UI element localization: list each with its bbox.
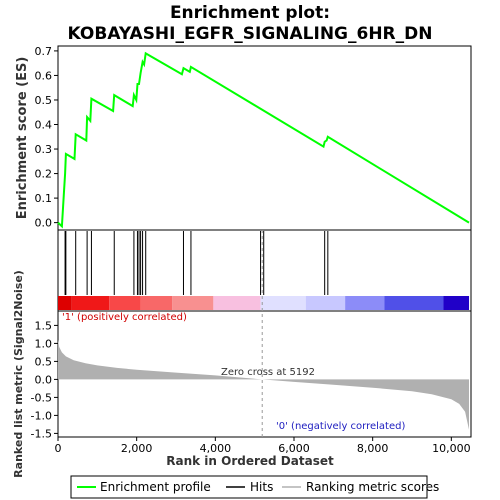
legend: Enrichment profile Hits Ranking metric s… [70, 475, 439, 499]
metric-y-tick-label: -0.5 [31, 391, 52, 404]
x-tick-label: 0 [55, 442, 62, 455]
hit-lines [64, 231, 329, 295]
metric-y-tick-label: 1.0 [35, 337, 53, 350]
es-y-tick-label: 0.2 [35, 168, 53, 181]
zero-cross-label: Zero cross at 5192 [221, 367, 315, 378]
x-axis-ticks: 0 2,000 4,000 6,000 8,000 10,000 [55, 437, 471, 455]
metric-y-tick-label: 0.0 [35, 373, 53, 386]
heat-segment [345, 296, 385, 310]
legend-label-metric: Ranking metric scores [306, 480, 439, 494]
es-panel: 0.0 0.1 0.2 0.3 0.4 0.5 0.6 0.7 Enrichment scor… [15, 45, 472, 231]
negative-correlation-label: '0' (negatively correlated) [276, 421, 405, 432]
es-y-tick-label: 0.4 [35, 119, 53, 132]
legend-label-enrichment: Enrichment profile [100, 480, 211, 494]
heat-segment [384, 296, 444, 310]
x-tick-label: 2,000 [121, 442, 153, 455]
heat-segment [71, 296, 110, 310]
metric-y-tick-label: -1.5 [31, 427, 52, 440]
heat-segment [109, 296, 141, 310]
x-tick-label: 6,000 [278, 442, 310, 455]
metric-y-tick-label: -1.0 [31, 409, 52, 422]
es-y-tick-label: 0.0 [35, 217, 53, 230]
x-tick-label: 10,000 [432, 442, 471, 455]
es-y-tick-label: 0.6 [35, 69, 53, 82]
heat-segment [140, 296, 173, 310]
correlation-heat-bar [58, 296, 470, 310]
heat-segment [443, 296, 470, 310]
es-y-tick-label: 0.7 [35, 45, 53, 58]
heat-segment [213, 296, 261, 310]
legend-frame [70, 475, 428, 499]
heat-segment [305, 296, 346, 310]
metric-y-tick-label: 1.5 [35, 319, 53, 332]
es-y-ticks: 0.0 0.1 0.2 0.3 0.4 0.5 0.6 0.7 [35, 45, 58, 230]
metric-ylabel: Ranked list metric (Signal2Noise) [12, 270, 25, 478]
chart-title-line2: KOBAYASHI_EGFR_SIGNALING_6HR_DN [68, 24, 433, 44]
es-ylabel: Enrichment score (ES) [15, 57, 30, 220]
metric-panel: -1.5 -1.0 -0.5 0.0 0.5 1.0 1.5 0 2,000 4,000 6,00… [12, 230, 472, 478]
metric-y-ticks: -1.5 -1.0 -0.5 0.0 0.5 1.0 1.5 [31, 319, 58, 440]
es-y-tick-label: 0.3 [35, 143, 53, 156]
chart-title-line1: Enrichment plot: [170, 3, 330, 23]
metric-y-tick-label: 0.5 [35, 355, 53, 368]
positive-correlation-label: '1' (positively correlated) [62, 312, 187, 323]
es-y-tick-label: 0.1 [35, 192, 53, 205]
hits-panel [57, 229, 472, 312]
x-tick-label: 8,000 [357, 442, 389, 455]
heat-segment [260, 296, 306, 310]
es-profile-line [57, 51, 470, 229]
heat-segment [172, 296, 214, 310]
es-y-tick-label: 0.5 [35, 94, 53, 107]
heat-segment [58, 296, 72, 310]
legend-label-hits: Hits [250, 480, 273, 494]
x-tick-label: 4,000 [200, 442, 232, 455]
es-panel-frame [57, 45, 472, 231]
x-axis-label: Rank in Ordered Dataset [166, 454, 334, 468]
ranking-metric-area [58, 339, 469, 430]
